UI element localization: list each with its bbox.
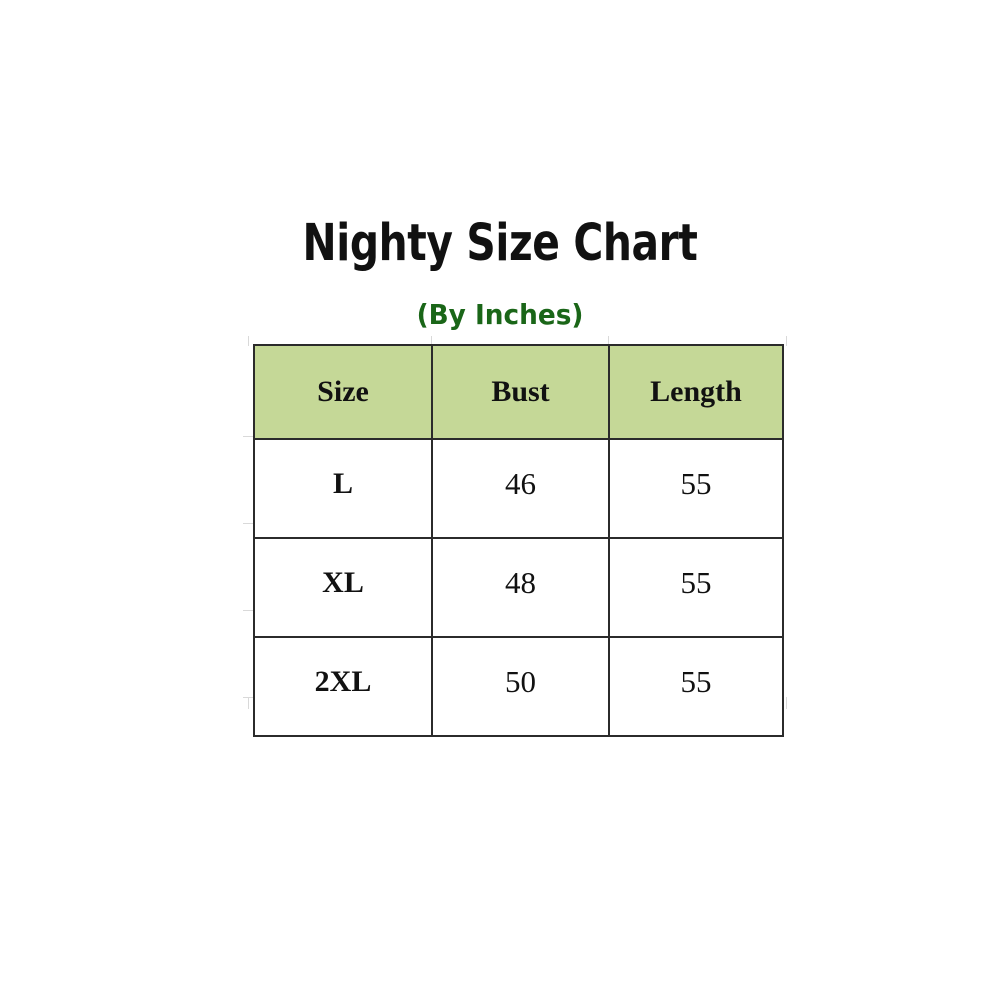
gridline-tick-row-header: [243, 436, 255, 437]
table-row: L 46 55: [253, 438, 784, 539]
cell-size: L: [253, 438, 433, 539]
column-header-size: Size: [253, 344, 433, 440]
gridline-tick-right-bottom: [786, 697, 787, 709]
gridline-tick-left-top: [248, 336, 249, 346]
gridline-tick-left-bottom: [248, 697, 249, 709]
cell-size: XL: [253, 537, 433, 638]
gridline-tick-col2-top: [608, 336, 609, 346]
cell-length: 55: [608, 636, 784, 737]
table-row: XL 48 55: [253, 537, 784, 638]
gridline-tick-right-top: [786, 336, 787, 346]
cell-bust: 50: [431, 636, 610, 737]
cell-bust: 46: [431, 438, 610, 539]
size-chart-table: Size Bust Length L 46 55 XL 48 55 2XL 50…: [253, 344, 784, 737]
cell-bust: 48: [431, 537, 610, 638]
gridline-tick-row-3: [243, 697, 255, 698]
cell-length: 55: [608, 537, 784, 638]
gridline-tick-row-2: [243, 610, 255, 611]
gridline-tick-row-1: [243, 523, 255, 524]
table-header-row: Size Bust Length: [253, 344, 784, 440]
cell-size: 2XL: [253, 636, 433, 737]
column-header-bust: Bust: [431, 344, 610, 440]
column-header-length: Length: [608, 344, 784, 440]
cell-length: 55: [608, 438, 784, 539]
table-row: 2XL 50 55: [253, 636, 784, 737]
gridline-tick-col1-top: [431, 336, 432, 346]
page-title: Nighty Size Chart: [302, 214, 698, 273]
page-subtitle: (By Inches): [416, 298, 584, 331]
